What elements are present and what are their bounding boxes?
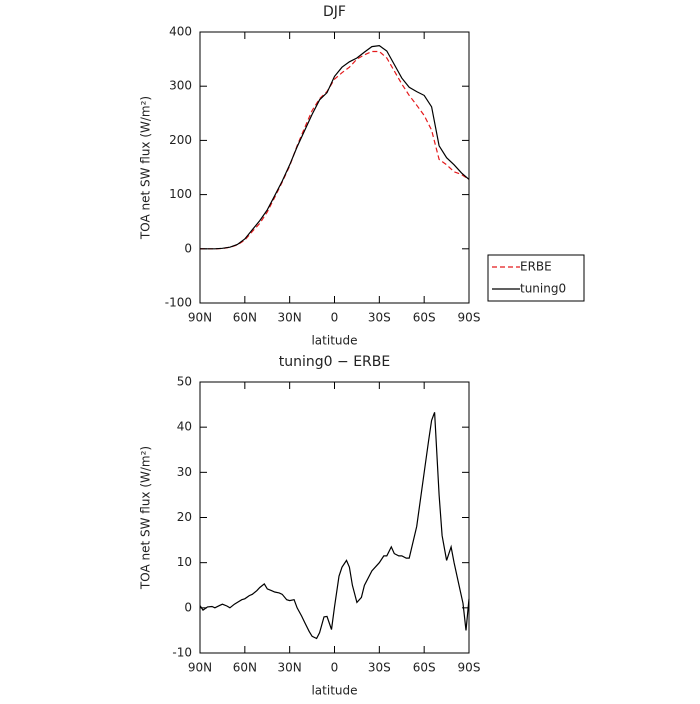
series-line [200, 50, 470, 250]
y-tick-label: 100 [169, 187, 192, 201]
y-tick-label: 10 [177, 555, 192, 569]
x-tick-label: 60N [233, 661, 257, 675]
x-tick-label: 60S [413, 311, 436, 325]
y-tick-label: 50 [177, 375, 192, 389]
y-tick-label: 400 [169, 25, 192, 39]
y-tick-label: 20 [177, 510, 192, 524]
x-tick-label: 90N [188, 311, 212, 325]
series-line [199, 412, 470, 640]
x-tick-label: 60N [233, 311, 257, 325]
x-tick-label: 30N [278, 311, 302, 325]
plot-frame [199, 31, 470, 304]
x-tick-label: 30S [368, 311, 391, 325]
y-axis-label: TOA net SW flux (W/m²) [139, 96, 153, 240]
x-tick-label: 0 [331, 661, 339, 675]
x-tick-label: 60S [413, 661, 436, 675]
chart-title: tuning0 − ERBE [279, 354, 390, 370]
series-line [200, 44, 470, 250]
x-tick-label: 30N [278, 661, 302, 675]
legend-label: tuning0 [520, 282, 566, 296]
y-tick-label: 200 [169, 133, 192, 147]
y-tick-label: -10 [172, 646, 192, 660]
x-axis-label: latitude [311, 684, 357, 698]
x-tick-label: 90S [458, 661, 481, 675]
y-tick-label: 40 [177, 420, 192, 434]
x-tick-label: 30S [368, 661, 391, 675]
x-tick-label: 90N [188, 661, 212, 675]
y-tick-label: 0 [184, 241, 192, 255]
y-tick-label: 30 [177, 465, 192, 479]
y-tick-label: 0 [184, 600, 192, 614]
y-tick-label: -100 [165, 296, 192, 310]
legend-box [487, 254, 585, 302]
x-axis-label: latitude [311, 334, 357, 348]
plot-frame [199, 381, 470, 654]
x-tick-label: 0 [331, 311, 339, 325]
y-tick-label: 300 [169, 79, 192, 93]
y-axis-label: TOA net SW flux (W/m²) [139, 446, 153, 590]
chart-title: DJF [323, 4, 346, 20]
x-tick-label: 90S [458, 311, 481, 325]
legend-label: ERBE [520, 260, 552, 274]
